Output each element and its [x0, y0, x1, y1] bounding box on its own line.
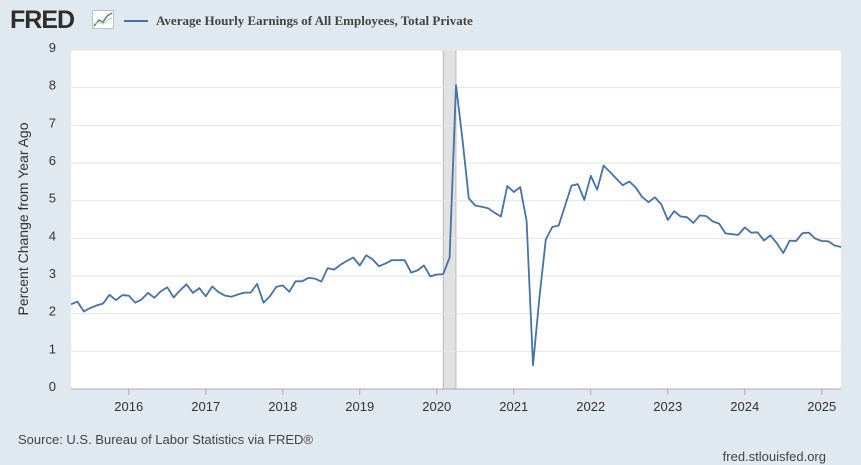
recession-band: [442, 49, 457, 390]
y-tick-label: 1: [49, 341, 56, 356]
chart-svg: 2016 2017 2018 2019 2020 2021 2022 2023 2024 2025…: [15, 40, 842, 414]
recession-shading: [442, 49, 457, 390]
site-link[interactable]: fred.stlouisfed.org: [722, 449, 826, 464]
y-tick-label: 8: [49, 78, 56, 93]
fred-graph-icon: [92, 10, 114, 29]
x-tick-label: 2023: [653, 399, 682, 414]
chart-header: FRED Average Hourly Earnings of All Empl…: [0, 0, 861, 40]
chart-legend: Average Hourly Earnings of All Employees…: [124, 12, 473, 30]
grid-lines: [71, 49, 841, 352]
source-note: Source: U.S. Bureau of Labor Statistics …: [18, 432, 313, 447]
y-tick-label: 7: [49, 115, 56, 130]
x-tick-label: 2017: [191, 399, 220, 414]
y-tick-label: 4: [49, 228, 56, 243]
x-tick-label: 2016: [114, 399, 143, 414]
legend-series-label: Average Hourly Earnings of All Employees…: [156, 13, 473, 28]
x-tick-label: 2019: [345, 399, 374, 414]
y-tick-label: 5: [49, 191, 56, 206]
legend-swatch: [124, 20, 148, 22]
x-tick-label: 2018: [268, 399, 297, 414]
y-tick-label: 0: [49, 379, 56, 394]
series-line: [70, 84, 842, 367]
x-tick-label: 2021: [499, 399, 528, 414]
x-tick-label: 2020: [422, 399, 451, 414]
x-tick-label: 2025: [807, 399, 836, 414]
y-tick-label: 9: [49, 40, 56, 55]
x-axis-ticks: 2016 2017 2018 2019 2020 2021 2022 2023 2024 2025: [114, 389, 836, 414]
fred-logo[interactable]: FRED: [10, 6, 75, 34]
y-tick-label: 3: [49, 266, 56, 281]
y-tick-label: 6: [49, 153, 56, 168]
x-tick-label: 2022: [576, 399, 605, 414]
y-axis-ticks: 0 1 2 3 4 5 6 7 8 9: [49, 40, 56, 394]
y-tick-label: 2: [49, 304, 56, 319]
y-axis-title: Percent Change from Year Ago: [15, 122, 31, 315]
x-tick-label: 2024: [730, 399, 759, 414]
